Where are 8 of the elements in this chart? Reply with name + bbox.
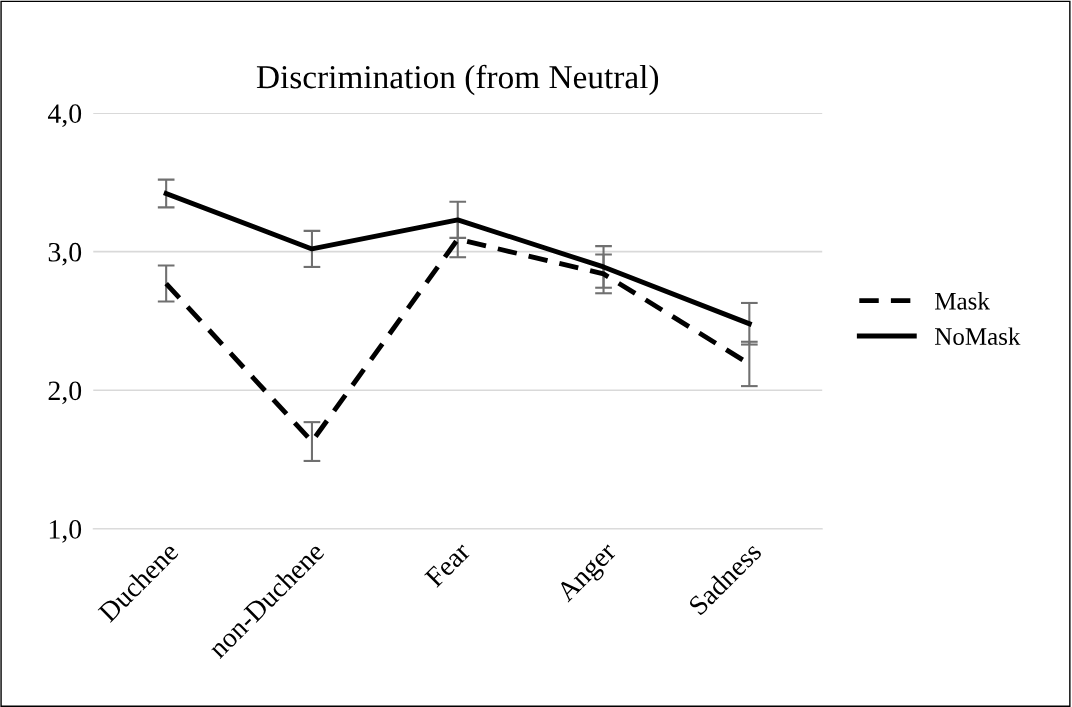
- y-tick-label: 3,0: [48, 242, 82, 266]
- y-tick-label: 4,0: [47, 104, 82, 128]
- legend-label: Mask: [935, 292, 990, 310]
- y-tick-label: 1,0: [49, 520, 82, 543]
- x-tick-label: Fear: [424, 540, 472, 589]
- y-tick-label: 2,0: [48, 381, 82, 405]
- legend-label: NoMask: [935, 327, 1021, 345]
- chart-title: Discrimination (from Neutral): [256, 64, 659, 96]
